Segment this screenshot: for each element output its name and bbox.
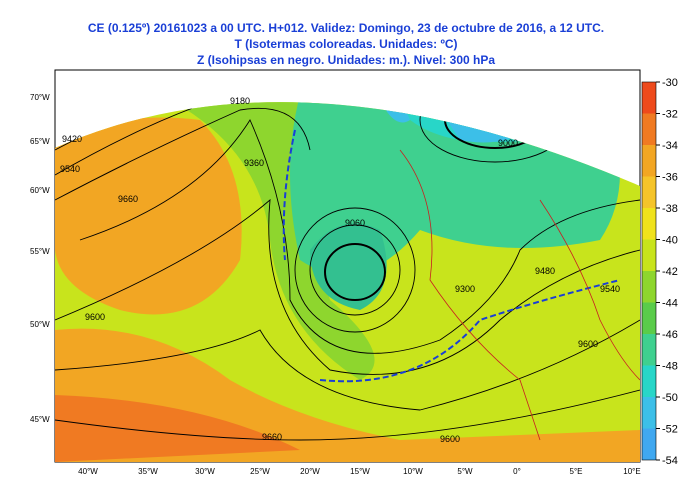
colorbar-label: -52 <box>662 424 678 436</box>
longitude-label: 40°W <box>78 467 98 476</box>
contour-label: 9600 <box>578 339 598 349</box>
contour-label: 9600 <box>85 312 105 322</box>
colorbar-label: -30 <box>662 77 678 89</box>
colorbar-label: -50 <box>662 392 678 404</box>
axis-labels: 40°W 35°W 30°W 25°W 20°W 15°W 10°W 5°W 0° 5°E 10°E… <box>30 93 641 476</box>
contour-label: 9000 <box>498 138 518 148</box>
colorbar-label: -40 <box>662 235 678 247</box>
colorbar-segment <box>642 208 656 240</box>
title-line: CE (0.125º) 20161023 a 00 UTC. H+012. Va… <box>88 21 604 35</box>
longitude-label: 20°W <box>300 467 320 476</box>
longitude-label: 25°W <box>250 467 270 476</box>
longitude-label: 0° <box>513 467 521 476</box>
colorbar-label: -34 <box>662 140 678 152</box>
latitude-label: 55°W <box>30 247 50 256</box>
colorbar-label: -44 <box>662 298 678 310</box>
colorbar-label: -42 <box>662 266 678 278</box>
longitude-label: 35°W <box>138 467 158 476</box>
colorbar-segment <box>642 145 656 177</box>
colorbar-segment <box>642 428 656 460</box>
contour-label: 9300 <box>455 284 475 294</box>
colorbar-segment <box>642 271 656 303</box>
title-line: Z (Isohipsas en negro. Unidades: m.). Ni… <box>197 53 495 67</box>
longitude-label: 10°W <box>403 467 423 476</box>
longitude-label: 10°E <box>623 467 640 476</box>
latitude-label: 60°W <box>30 186 50 195</box>
contour-labels: 9420 9540 9660 9180 9360 9060 9000 9300 9480 9540… <box>60 96 620 444</box>
contours <box>55 102 640 441</box>
field <box>55 102 640 462</box>
contour-label: 9060 <box>345 218 365 228</box>
latitude-label: 50°W <box>30 320 50 329</box>
title-line: T (Isotermas coloreadas. Unidades: ºC) <box>234 37 457 51</box>
contour-label: 9480 <box>535 266 555 276</box>
contour-label: 9660 <box>118 194 138 204</box>
colorbar-label: -54 <box>662 455 678 467</box>
contour-label: 9540 <box>60 164 80 174</box>
colorbar-segment <box>642 302 656 334</box>
colorbar-label: -46 <box>662 329 678 341</box>
contour-label: 9180 <box>230 96 250 106</box>
longitude-label: 5°E <box>570 467 583 476</box>
colorbar-segment <box>642 176 656 208</box>
colorbar-label: -32 <box>662 109 678 121</box>
latitude-label: 65°W <box>30 137 50 146</box>
colorbar-segment <box>642 334 656 366</box>
colorbar-segment <box>642 82 656 114</box>
latitude-label: 70°W <box>30 93 50 102</box>
contour-label: 9360 <box>244 158 264 168</box>
colorbar: -30 -32 -34 -36 -38 -40 -42 -44 -46 -48 -50 -52 -54 <box>641 77 678 467</box>
colorbar-segment <box>642 365 656 397</box>
colorbar-label: -36 <box>662 172 678 184</box>
contour-label: 9540 <box>600 284 620 294</box>
longitude-label: 30°W <box>195 467 215 476</box>
contour-label: 9420 <box>62 134 82 144</box>
latitude-label: 45°W <box>30 415 50 424</box>
colorbar-segment <box>642 113 656 145</box>
contour-label: 9600 <box>440 434 460 444</box>
colorbar-label: -38 <box>662 203 678 215</box>
colorbar-segment <box>642 239 656 271</box>
longitude-label: 5°W <box>457 467 473 476</box>
longitude-label: 15°W <box>350 467 370 476</box>
colorbar-segment <box>642 397 656 429</box>
colorbar-label: -48 <box>662 361 678 373</box>
contour-label: 9660 <box>262 432 282 442</box>
